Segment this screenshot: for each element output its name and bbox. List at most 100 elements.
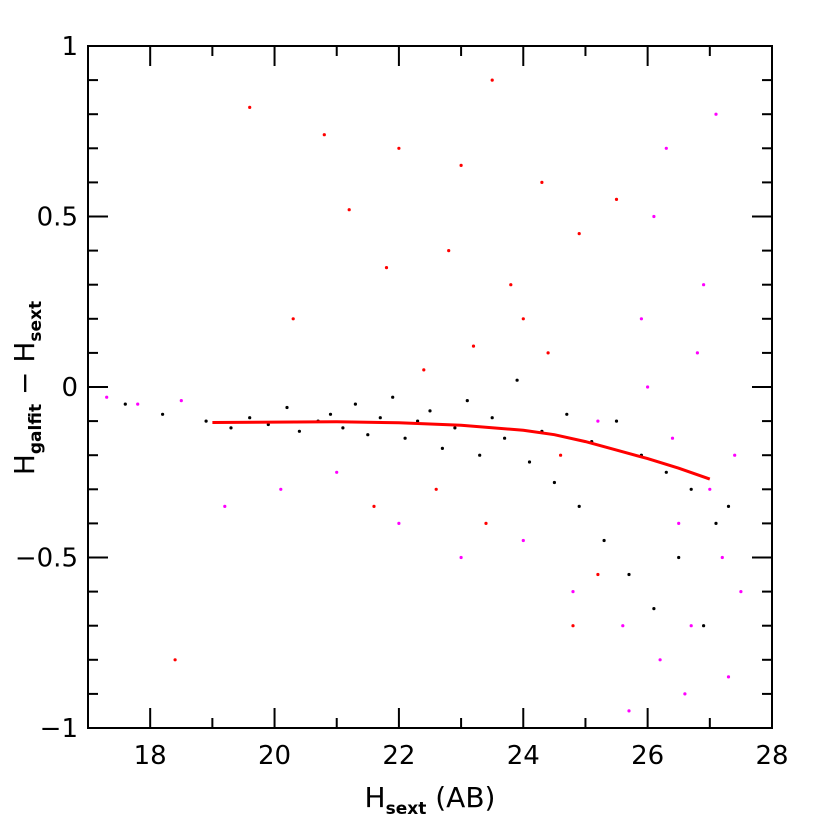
x-tick-label: 18 [134,741,167,771]
data-point [646,385,650,389]
tick-labels: 18 20 22 24 26 28 −1 −0.5 0 0.5 1 [15,32,789,771]
data-point [726,675,731,679]
y-tick-label: 0.5 [37,203,78,233]
data-point [471,344,476,348]
data-point [297,429,301,433]
data-point [459,163,463,167]
data-point [105,395,109,399]
data-point [577,232,581,236]
data-point [515,378,519,382]
data-point [652,607,656,611]
data-point [279,487,283,491]
data-point [453,426,457,430]
data-point [490,416,494,420]
data-points [105,78,743,713]
data-point [509,283,513,287]
data-point [652,214,656,219]
data-point [577,504,581,508]
data-point [689,624,693,628]
data-point [447,249,451,253]
data-point [478,453,482,457]
x-tick-label: 24 [507,741,540,771]
data-point [627,709,631,713]
data-point [397,521,401,526]
y-tick-label: −0.5 [15,544,78,574]
data-point [440,446,444,450]
y-axis-title: Hgalfit − Hsext [8,301,46,475]
data-point [571,624,575,628]
data-point [123,402,127,406]
data-point [627,572,631,577]
y-tick-label: −1 [40,714,78,744]
x-axis-title: Hsext (AB) [365,781,496,816]
data-point [384,266,389,270]
data-point [223,504,227,508]
data-point [708,487,712,491]
data-point [328,412,333,416]
data-point [322,133,326,137]
data-point [677,521,681,526]
data-point [602,538,606,543]
data-point [266,422,270,427]
data-point [173,658,177,662]
data-point [683,692,687,696]
data-point [521,317,525,321]
data-point [353,402,357,406]
data-point [670,436,675,440]
data-point [248,416,252,420]
data-point [422,368,426,372]
data-point [726,504,731,508]
data-point [521,538,525,543]
data-point [571,590,575,594]
data-point [714,521,718,526]
data-point [621,624,625,628]
data-point [546,351,550,355]
data-point [540,180,544,184]
data-point [664,470,668,474]
data-point [366,433,370,437]
x-tick-label: 26 [631,741,664,771]
x-tick-label: 28 [755,741,788,771]
x-tick-label: 22 [382,741,415,771]
data-point [372,504,376,508]
data-point [291,317,295,321]
data-point [552,480,557,485]
data-point [397,146,401,150]
data-point [733,453,737,457]
data-point [459,555,463,560]
data-point [714,112,718,116]
x-tick-label: 20 [258,741,291,771]
data-point [664,146,668,150]
data-point [503,436,507,440]
data-point [702,283,706,287]
data-point [434,487,438,491]
data-point [285,405,289,410]
data-point [490,78,494,82]
data-point [341,426,345,430]
data-point [527,460,532,464]
data-point [179,399,183,403]
trend-lines [212,420,711,481]
data-point [677,555,681,560]
data-point [702,624,706,628]
axis-ticks [87,45,773,729]
data-point [689,487,693,491]
data-point [695,351,700,355]
data-point [720,555,724,560]
data-point [658,658,662,662]
data-point [391,395,395,399]
data-point [136,402,140,406]
data-point [248,105,252,109]
data-point [559,453,563,457]
data-point [428,409,432,413]
data-point [596,419,600,423]
data-point [403,436,407,440]
data-point [416,419,420,423]
data-point [161,412,165,416]
data-point [596,572,600,577]
data-point [204,419,208,423]
data-point [335,470,339,474]
trend-line [212,420,711,481]
data-point [378,416,382,420]
data-point [614,419,619,423]
